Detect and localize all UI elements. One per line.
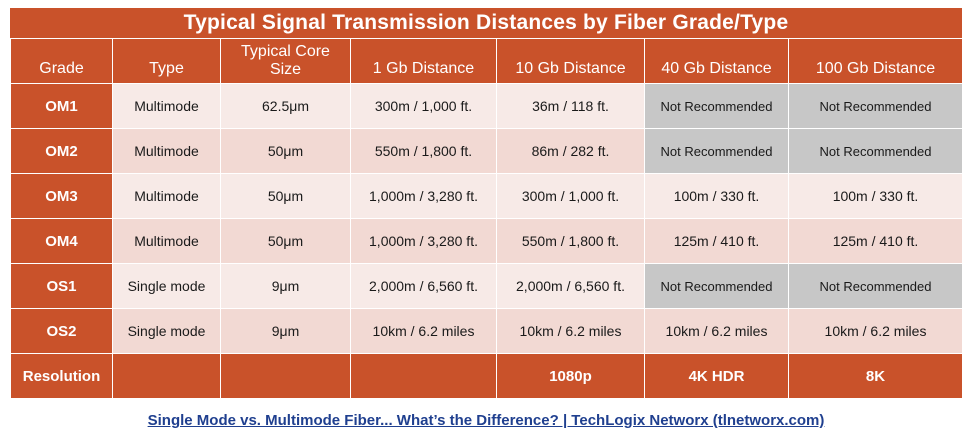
core-cell: 62.5μm	[220, 83, 351, 129]
header-40gb: 40 Gb Distance	[644, 38, 789, 84]
type-cell: Multimode	[112, 83, 221, 129]
type-cell: Single mode	[112, 308, 221, 354]
distance-10gb-cell: 86m / 282 ft.	[496, 128, 645, 174]
table-title: Typical Signal Transmission Distances by…	[10, 8, 962, 38]
resolution-40gb: 4K HDR	[644, 353, 789, 399]
header-100gb: 100 Gb Distance	[788, 38, 963, 84]
type-cell: Multimode	[112, 128, 221, 174]
resolution-label: Resolution	[10, 353, 113, 399]
distance-1gb-cell: 10km / 6.2 miles	[350, 308, 497, 354]
distance-1gb-cell: 2,000m / 6,560 ft.	[350, 263, 497, 309]
distance-40gb-cell: Not Recommended	[644, 263, 789, 309]
distance-100gb-cell: Not Recommended	[788, 128, 963, 174]
resolution-row: Resolution 1080p 4K HDR 8K	[10, 353, 963, 399]
table-row: OM1 Multimode 62.5μm 300m / 1,000 ft. 36…	[10, 83, 963, 129]
distance-100gb-cell: 10km / 6.2 miles	[788, 308, 963, 354]
distance-100gb-cell: Not Recommended	[788, 263, 963, 309]
core-cell: 50μm	[220, 218, 351, 264]
resolution-100gb: 8K	[788, 353, 963, 399]
header-type: Type	[112, 38, 221, 84]
distance-40gb-cell: 100m / 330 ft.	[644, 173, 789, 219]
core-cell: 9μm	[220, 308, 351, 354]
header-row: Grade Type Typical Core Size 1 Gb Distan…	[10, 38, 963, 84]
resolution-empty-cell	[220, 353, 351, 399]
type-cell: Multimode	[112, 173, 221, 219]
distance-10gb-cell: 550m / 1,800 ft.	[496, 218, 645, 264]
distance-40gb-cell: 10km / 6.2 miles	[644, 308, 789, 354]
grade-cell: OM3	[10, 173, 113, 219]
grade-cell: OM4	[10, 218, 113, 264]
distance-table: Grade Type Typical Core Size 1 Gb Distan…	[10, 38, 963, 399]
table-row: OM2 Multimode 50μm 550m / 1,800 ft. 86m …	[10, 128, 963, 174]
distance-1gb-cell: 300m / 1,000 ft.	[350, 83, 497, 129]
distance-1gb-cell: 1,000m / 3,280 ft.	[350, 218, 497, 264]
grade-cell: OS1	[10, 263, 113, 309]
distance-10gb-cell: 10km / 6.2 miles	[496, 308, 645, 354]
core-cell: 50μm	[220, 128, 351, 174]
header-grade: Grade	[10, 38, 113, 84]
distance-100gb-cell: 100m / 330 ft.	[788, 173, 963, 219]
table-row: OM4 Multimode 50μm 1,000m / 3,280 ft. 55…	[10, 218, 963, 264]
resolution-10gb: 1080p	[496, 353, 645, 399]
distance-10gb-cell: 300m / 1,000 ft.	[496, 173, 645, 219]
core-cell: 9μm	[220, 263, 351, 309]
distance-100gb-cell: Not Recommended	[788, 83, 963, 129]
distance-40gb-cell: 125m / 410 ft.	[644, 218, 789, 264]
source-link[interactable]: Single Mode vs. Multimode Fiber... What’…	[147, 412, 825, 429]
header-1gb: 1 Gb Distance	[350, 38, 497, 84]
distance-1gb-cell: 1,000m / 3,280 ft.	[350, 173, 497, 219]
type-cell: Multimode	[112, 218, 221, 264]
grade-cell: OM1	[10, 83, 113, 129]
header-core-size: Typical Core Size	[220, 38, 351, 84]
table-row: OM3 Multimode 50μm 1,000m / 3,280 ft. 30…	[10, 173, 963, 219]
distance-40gb-cell: Not Recommended	[644, 128, 789, 174]
grade-cell: OM2	[10, 128, 113, 174]
fiber-distance-table: Typical Signal Transmission Distances by…	[10, 8, 963, 400]
grade-cell: OS2	[10, 308, 113, 354]
distance-100gb-cell: 125m / 410 ft.	[788, 218, 963, 264]
header-10gb: 10 Gb Distance	[496, 38, 645, 84]
resolution-empty-cell	[112, 353, 221, 399]
distance-10gb-cell: 2,000m / 6,560 ft.	[496, 263, 645, 309]
resolution-empty-cell	[350, 353, 497, 399]
type-cell: Single mode	[112, 263, 221, 309]
distance-10gb-cell: 36m / 118 ft.	[496, 83, 645, 129]
distance-1gb-cell: 550m / 1,800 ft.	[350, 128, 497, 174]
table-row: OS2 Single mode 9μm 10km / 6.2 miles 10k…	[10, 308, 963, 354]
core-cell: 50μm	[220, 173, 351, 219]
table-row: OS1 Single mode 9μm 2,000m / 6,560 ft. 2…	[10, 263, 963, 309]
distance-40gb-cell: Not Recommended	[644, 83, 789, 129]
